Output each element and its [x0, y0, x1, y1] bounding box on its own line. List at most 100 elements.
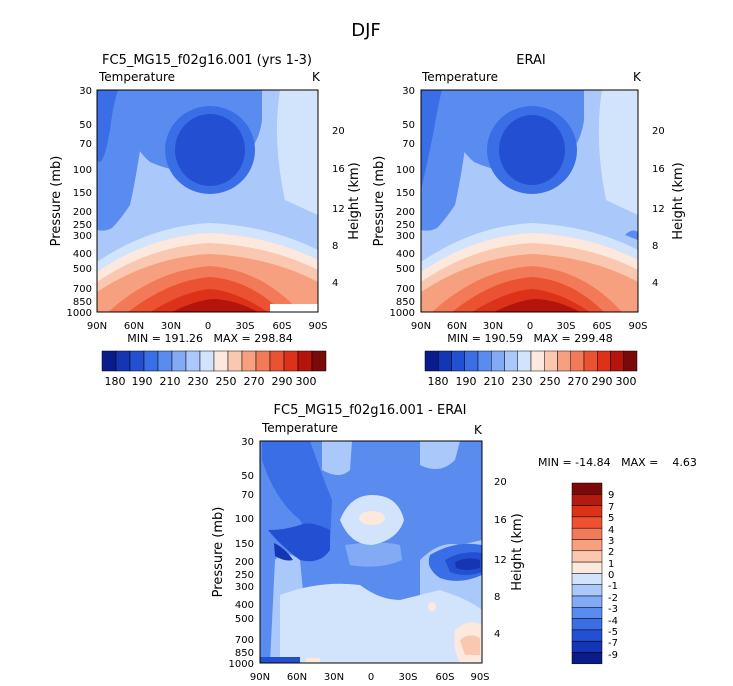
- panel-diff: FC5_MG15_f02g16.001 - ERAI Temperature K: [211, 403, 697, 683]
- svg-text:90N: 90N: [250, 672, 270, 683]
- colorbar-swatch: [571, 494, 603, 506]
- colorbar-swatch: [571, 550, 603, 563]
- svg-text:300: 300: [616, 375, 637, 388]
- panel-erai-units: K: [633, 70, 642, 84]
- svg-text:16: 16: [652, 164, 665, 175]
- svg-text:12: 12: [494, 555, 507, 566]
- svg-text:210: 210: [484, 375, 505, 388]
- panel-model-field: [97, 90, 318, 312]
- svg-text:-5: -5: [608, 627, 618, 638]
- panel-diff-stats: MIN = -14.84 MAX = 4.63: [538, 456, 697, 469]
- svg-text:150: 150: [396, 188, 415, 199]
- panel-diff-ylabel: Pressure (mb): [211, 507, 226, 598]
- svg-text:3: 3: [608, 536, 614, 547]
- panel-diff-axis-right: 20 16 12 8 4: [494, 477, 507, 640]
- colorbar-swatch: [571, 516, 603, 529]
- colorbar-swatch: [597, 350, 611, 372]
- colorbar-swatch: [544, 350, 558, 372]
- svg-text:270: 270: [568, 375, 589, 388]
- svg-text:30: 30: [402, 86, 415, 97]
- svg-text:4: 4: [494, 629, 500, 640]
- svg-text:50: 50: [241, 471, 254, 482]
- svg-text:200: 200: [235, 557, 254, 568]
- svg-text:90S: 90S: [308, 321, 327, 332]
- svg-text:1: 1: [608, 559, 614, 570]
- svg-text:8: 8: [652, 241, 658, 252]
- colorbar-swatch: [583, 350, 598, 372]
- svg-text:190: 190: [132, 375, 153, 388]
- panel-erai: ERAI Temperature K 30 50 70 100: [372, 53, 686, 388]
- colorbar-swatch: [129, 350, 145, 372]
- svg-text:-2: -2: [608, 593, 618, 604]
- colorbar-swatch: [557, 350, 571, 372]
- figure-title: DJF: [351, 20, 381, 41]
- svg-text:90N: 90N: [87, 321, 107, 332]
- colorbar-model-labels: 180 190 210 230 250 270 290 300: [105, 375, 317, 388]
- svg-text:290: 290: [272, 375, 293, 388]
- colorbar-swatch: [517, 350, 532, 372]
- panel-diff-axis-left: 30 50 70 100 150 200 250 300 400 500 700…: [229, 437, 254, 670]
- svg-text:200: 200: [73, 207, 92, 218]
- colorbar-swatch: [571, 482, 603, 495]
- svg-text:4: 4: [608, 525, 614, 536]
- svg-text:-4: -4: [608, 616, 618, 627]
- panel-model-ylabel: Pressure (mb): [49, 156, 64, 247]
- panel-diff-field: [260, 441, 482, 663]
- colorbar-swatch: [227, 350, 243, 372]
- colorbar-swatch: [571, 618, 603, 631]
- svg-text:700: 700: [396, 284, 415, 295]
- svg-text:180: 180: [105, 375, 126, 388]
- svg-text:50: 50: [79, 120, 92, 131]
- svg-text:230: 230: [512, 375, 533, 388]
- svg-text:0: 0: [608, 570, 614, 581]
- colorbar-erai: [424, 350, 638, 372]
- panel-erai-stats: MIN = 190.59 MAX = 299.48: [447, 332, 612, 345]
- svg-text:60S: 60S: [272, 321, 291, 332]
- colorbar-swatch: [438, 350, 452, 372]
- colorbar-swatch: [199, 350, 215, 372]
- colorbar-swatch: [157, 350, 173, 372]
- panel-model-axis-left: 30 50 70 100 150 200 250 300 400 500 700…: [67, 86, 92, 319]
- colorbar-model: [101, 350, 327, 372]
- colorbar-swatch: [185, 350, 201, 372]
- svg-text:250: 250: [235, 570, 254, 581]
- svg-text:300: 300: [296, 375, 317, 388]
- svg-text:190: 190: [456, 375, 477, 388]
- colorbar-diff: [571, 482, 603, 665]
- svg-text:20: 20: [652, 126, 665, 137]
- svg-text:100: 100: [396, 165, 415, 176]
- panel-model-variable: Temperature: [98, 70, 175, 84]
- panel-model-units: K: [312, 70, 321, 84]
- panel-model-title: FC5_MG15_f02g16.001 (yrs 1-3): [102, 53, 312, 68]
- colorbar-swatch: [241, 350, 257, 372]
- svg-text:60S: 60S: [435, 672, 454, 683]
- svg-text:290: 290: [592, 375, 613, 388]
- svg-text:90N: 90N: [411, 321, 431, 332]
- svg-text:400: 400: [235, 600, 254, 611]
- panel-erai-variable: Temperature: [421, 70, 498, 84]
- svg-text:30S: 30S: [235, 321, 254, 332]
- svg-text:30: 30: [241, 437, 254, 448]
- svg-text:7: 7: [608, 502, 614, 513]
- svg-text:90S: 90S: [628, 321, 647, 332]
- panel-erai-axis-right: 20 16 12 8 4: [652, 126, 665, 289]
- panel-diff-units: K: [474, 423, 483, 437]
- svg-text:180: 180: [428, 375, 449, 388]
- svg-text:70: 70: [241, 490, 254, 501]
- svg-text:60N: 60N: [447, 321, 467, 332]
- colorbar-swatch: [477, 350, 492, 372]
- svg-text:500: 500: [396, 264, 415, 275]
- svg-text:150: 150: [235, 539, 254, 550]
- panel-diff-axis-bottom: 90N 60N 30N 0 30S 60S 90S: [250, 672, 490, 683]
- svg-text:700: 700: [73, 284, 92, 295]
- svg-text:150: 150: [73, 188, 92, 199]
- colorbar-swatch: [571, 607, 603, 619]
- svg-text:50: 50: [402, 120, 415, 131]
- colorbar-swatch: [570, 350, 585, 372]
- panel-erai-axis-left: 30 50 70 100 150 200 250 300 400 500 700…: [390, 86, 415, 319]
- svg-text:250: 250: [73, 220, 92, 231]
- svg-text:60S: 60S: [592, 321, 611, 332]
- colorbar-swatch: [451, 350, 465, 372]
- colorbar-swatch: [269, 350, 285, 372]
- colorbar-swatch: [571, 640, 603, 653]
